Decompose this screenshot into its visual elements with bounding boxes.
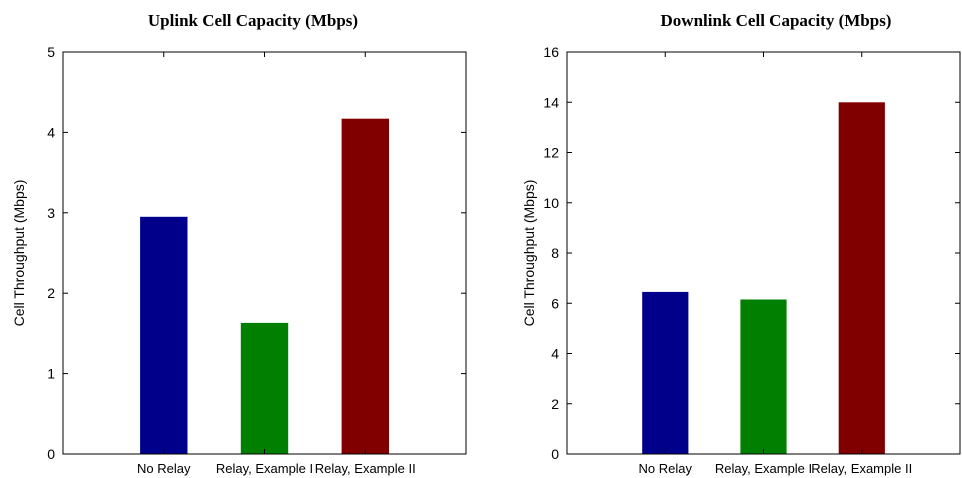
downlink-category-label: Relay, Example I [715, 461, 812, 476]
downlink-ytick-label: 10 [543, 195, 559, 211]
downlink-bar-2 [740, 299, 787, 454]
downlink-y-axis-label: Cell Throughput (Mbps) [521, 180, 537, 327]
downlink-ytick-label: 2 [551, 396, 559, 412]
uplink-bar-1 [140, 216, 188, 454]
downlink-chart: Downlink Cell Capacity (Mbps) Cell Throu… [521, 11, 961, 476]
downlink-category-label: Relay, Example II [811, 461, 912, 476]
uplink-category-label: Relay, Example II [315, 461, 416, 476]
downlink-ytick-label: 4 [551, 346, 559, 362]
downlink-ytick-label: 6 [551, 295, 559, 311]
downlink-ytick-label: 16 [543, 44, 559, 60]
downlink-bar-3 [838, 102, 885, 455]
uplink-chart-title: Uplink Cell Capacity (Mbps) [148, 11, 358, 30]
uplink-ytick-label: 5 [47, 44, 55, 60]
uplink-bar-3 [341, 118, 389, 454]
downlink-ytick-label: 0 [551, 446, 559, 462]
uplink-category-label: Relay, Example I [216, 461, 313, 476]
uplink-category-label: No Relay [137, 461, 191, 476]
uplink-bar-2 [240, 322, 289, 454]
downlink-ytick-label: 12 [543, 145, 559, 161]
uplink-ytick-label: 0 [47, 446, 55, 462]
uplink-ytick-label: 3 [47, 205, 55, 221]
uplink-ytick-label: 1 [47, 366, 55, 382]
uplink-y-axis-label: Cell Throughput (Mbps) [11, 180, 27, 327]
downlink-category-label: No Relay [639, 461, 693, 476]
uplink-ytick-label: 4 [47, 124, 55, 140]
downlink-ytick-label: 14 [543, 94, 559, 110]
uplink-chart: Uplink Cell Capacity (Mbps) Cell Through… [11, 11, 467, 476]
downlink-ytick-label: 8 [551, 245, 559, 261]
downlink-chart-title: Downlink Cell Capacity (Mbps) [661, 11, 892, 30]
uplink-ytick-label: 2 [47, 285, 55, 301]
downlink-bar-1 [642, 291, 689, 454]
